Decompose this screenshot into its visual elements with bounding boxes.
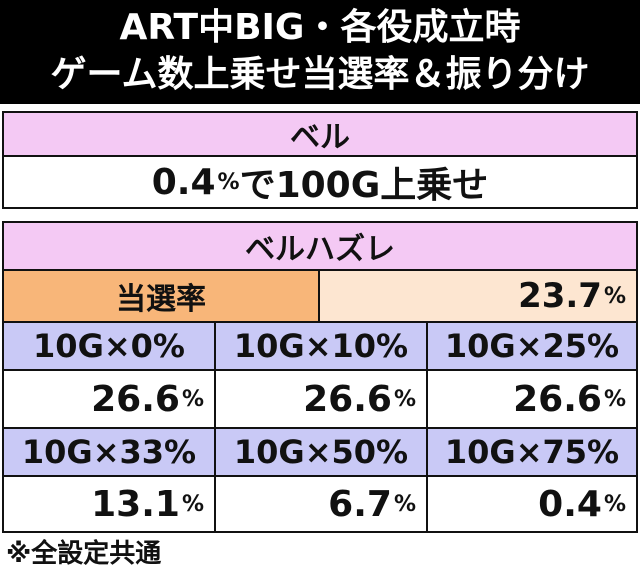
dist-label-cell: 10G×75% [426, 427, 638, 477]
bell-value-unit: % [217, 169, 240, 195]
dist-value-cell: 0.4% [426, 475, 638, 533]
dist-label: 10G×75% [444, 433, 620, 471]
rate-label: 当選率 [116, 282, 206, 317]
dist-label: 10G×25% [444, 327, 620, 365]
rate-label-cell: 当選率 [2, 269, 320, 323]
dist-value-unit: % [393, 491, 416, 517]
dist-value-unit: % [603, 491, 626, 517]
dist-label-cell: 10G×33% [2, 427, 216, 477]
rate-value-unit: % [603, 283, 626, 309]
dist-value: 26.6 [91, 378, 180, 420]
dist-value: 26.6 [513, 378, 602, 420]
dist-label: 10G×10% [233, 327, 409, 365]
dist-label: 10G×33% [21, 433, 197, 471]
rate-value-cell: 23.7% [318, 269, 638, 323]
dist-label-cell: 10G×10% [214, 321, 428, 371]
dist-label: 10G×50% [233, 433, 409, 471]
dist-value-cell: 26.6% [214, 369, 428, 429]
bell-value-suffix: で100G上乗せ [239, 165, 489, 206]
bell-miss-header-label: ベルハズレ [245, 232, 395, 267]
bell-value: 0.4 [151, 161, 216, 203]
dist-value-cell: 26.6% [2, 369, 216, 429]
dist-value: 13.1 [91, 483, 180, 525]
bell-value-cell: 0.4% で100G上乗せ [2, 155, 638, 209]
dist-value: 0.4 [538, 483, 602, 525]
bell-miss-header: ベルハズレ [2, 221, 638, 271]
title-line-2: ゲーム数上乗せ当選率＆振り分け [50, 54, 590, 95]
dist-label-cell: 10G×25% [426, 321, 638, 371]
title-line-1: ART中BIG・各役成立時 [119, 7, 521, 48]
dist-label-cell: 10G×0% [2, 321, 216, 371]
dist-value-unit: % [181, 491, 204, 517]
footnote: ※全設定共通 [6, 539, 162, 569]
dist-value: 26.6 [303, 378, 392, 420]
dist-value-unit: % [393, 386, 416, 412]
page-title: ART中BIG・各役成立時 ゲーム数上乗せ当選率＆振り分け [0, 0, 640, 104]
dist-label-cell: 10G×50% [214, 427, 428, 477]
dist-value-cell: 26.6% [426, 369, 638, 429]
bell-header: ベル [2, 111, 638, 157]
bell-header-label: ベル [290, 120, 350, 155]
dist-value-unit: % [603, 386, 626, 412]
dist-label: 10G×0% [33, 327, 185, 365]
dist-value-cell: 6.7% [214, 475, 428, 533]
dist-value-unit: % [181, 386, 204, 412]
rate-value: 23.7 [518, 276, 602, 316]
dist-value-cell: 13.1% [2, 475, 216, 533]
dist-value: 6.7 [328, 483, 392, 525]
